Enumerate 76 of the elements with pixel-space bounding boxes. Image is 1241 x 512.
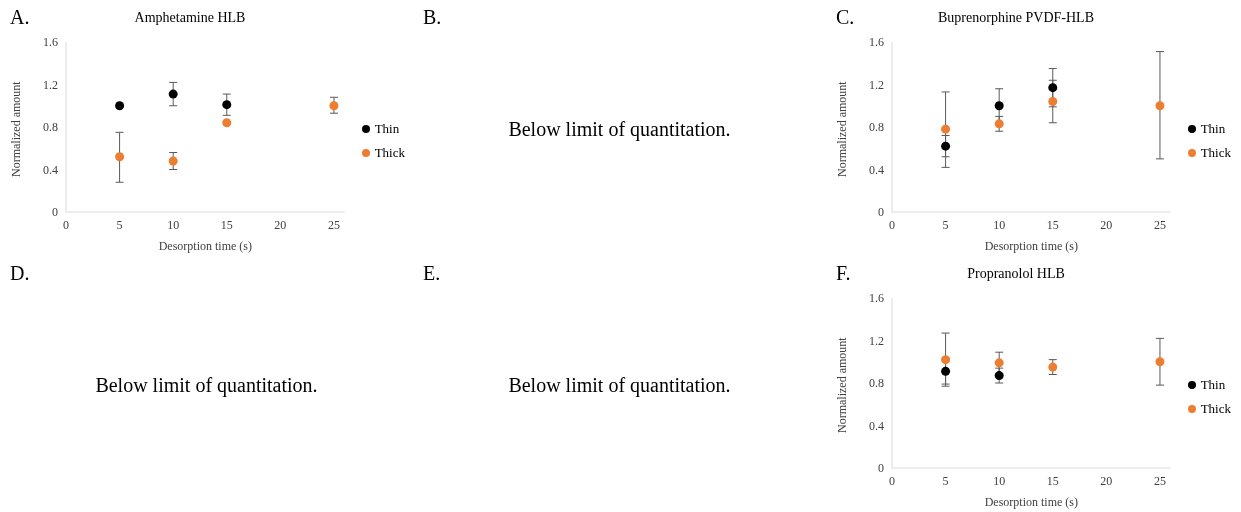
x-tick-label: 15 <box>1046 473 1059 488</box>
y-tick-label: 0.8 <box>869 376 884 391</box>
x-tick-label: 5 <box>942 217 949 232</box>
point <box>994 101 1004 111</box>
y-tick-label: 0 <box>52 205 58 220</box>
y-tick-label: 1.6 <box>869 35 884 50</box>
text: D. <box>10 262 30 285</box>
text: C. <box>836 6 855 29</box>
point <box>115 152 125 162</box>
x-axis-title: Desorption time (s) <box>984 495 1078 509</box>
x-tick-label: 10 <box>993 473 1006 488</box>
chart-title: Buprenorphine PVDF-HLB <box>937 10 1095 26</box>
point <box>168 89 178 99</box>
y-axis-title: Normalized amount <box>9 80 24 177</box>
x-tick-label: 0 <box>889 217 895 232</box>
legend-label: Thin <box>374 121 400 137</box>
point <box>115 101 125 111</box>
y-tick-label: 0.4 <box>869 418 884 433</box>
x-tick-label: 25 <box>1153 217 1166 232</box>
x-axis-title: Desorption time (s) <box>158 239 252 253</box>
text: Below limit of quantitation. <box>94 374 319 397</box>
text: Below limit of quantitation. <box>507 118 732 141</box>
y-tick-label: 1.2 <box>869 77 884 92</box>
x-tick-label: 10 <box>167 217 180 232</box>
point <box>941 124 951 134</box>
point <box>941 355 951 365</box>
y-axis-title: Normalized amount <box>835 80 850 177</box>
text: B. <box>423 6 442 29</box>
x-tick-label: 25 <box>327 217 340 232</box>
point <box>1048 83 1058 93</box>
x-tick-label: 25 <box>1153 473 1166 488</box>
x-tick-label: 5 <box>942 473 949 488</box>
x-tick-label: 15 <box>220 217 233 232</box>
legend-label: Thin <box>1200 377 1226 393</box>
y-tick-label: 0.8 <box>869 120 884 135</box>
point <box>994 371 1004 381</box>
point <box>994 358 1004 368</box>
x-tick-label: 20 <box>1100 473 1113 488</box>
point <box>222 100 232 110</box>
text: A. <box>10 6 30 29</box>
x-tick-label: 20 <box>274 217 287 232</box>
y-tick-label: 0.8 <box>43 120 58 135</box>
x-tick-label: 0 <box>889 473 895 488</box>
chart-title: Amphetamine HLB <box>133 10 247 26</box>
y-tick-label: 0 <box>878 205 884 220</box>
point <box>329 101 339 111</box>
legend-label: Thick <box>1200 401 1231 417</box>
point <box>222 118 232 128</box>
x-tick-label: 10 <box>993 217 1006 232</box>
y-tick-label: 1.2 <box>869 333 884 348</box>
legend-label: Thin <box>1200 121 1226 137</box>
text: E. <box>423 262 441 285</box>
x-tick-label: 0 <box>63 217 69 232</box>
y-tick-label: 1.2 <box>43 77 58 92</box>
point <box>168 156 178 166</box>
text: F. <box>836 262 851 285</box>
y-tick-label: 0.4 <box>869 162 884 177</box>
point <box>1048 97 1058 106</box>
x-axis-title: Desorption time (s) <box>984 239 1078 253</box>
y-tick-label: 0 <box>878 461 884 476</box>
y-tick-label: 1.6 <box>43 35 58 50</box>
x-tick-label: 15 <box>1046 217 1059 232</box>
y-tick-label: 0.4 <box>43 162 58 177</box>
legend-label: Thick <box>1200 145 1231 161</box>
point <box>1155 357 1165 367</box>
point <box>1155 101 1165 111</box>
point <box>941 366 951 376</box>
y-axis-title: Normalized amount <box>835 336 850 433</box>
y-tick-label: 1.6 <box>869 291 884 306</box>
point <box>994 119 1004 129</box>
text: Below limit of quantitation. <box>507 374 732 397</box>
chart-title: Propranolol HLB <box>966 266 1066 282</box>
x-tick-label: 20 <box>1100 217 1113 232</box>
legend-label: Thick <box>374 145 405 161</box>
x-tick-label: 5 <box>116 217 123 232</box>
point <box>941 141 951 151</box>
